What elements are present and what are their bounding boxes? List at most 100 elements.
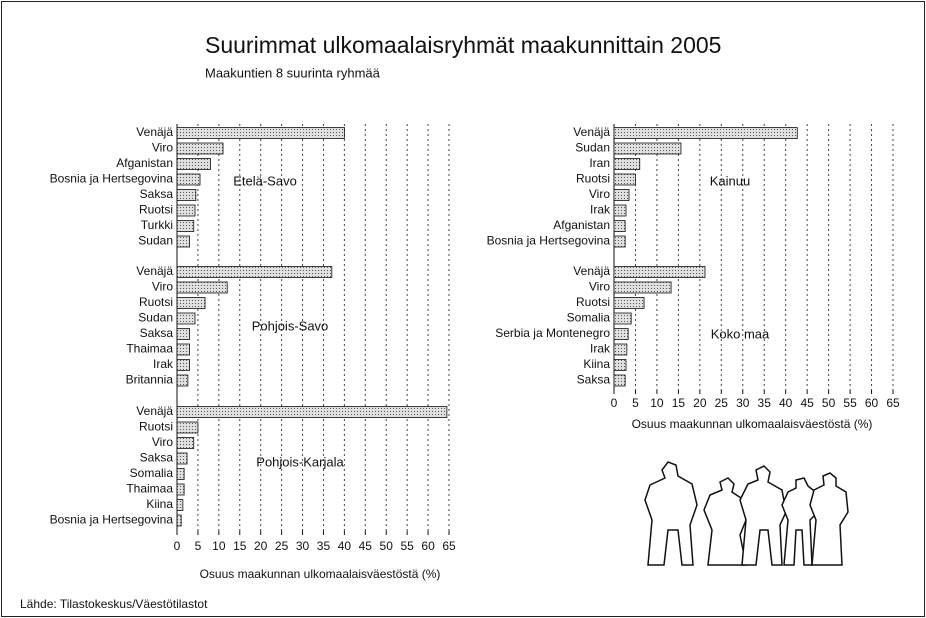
category-label: Viro: [589, 280, 610, 294]
x-tick-label: 25: [715, 396, 729, 410]
bar: [177, 159, 210, 170]
x-tick-label: 40: [779, 396, 793, 410]
category-label: Viro: [589, 187, 610, 201]
bar: [177, 174, 200, 185]
bar: [177, 190, 196, 201]
bar: [614, 174, 635, 185]
x-tick-label: 15: [233, 539, 247, 553]
x-axis-label: Osuus maakunnan ulkomaalaisväestöstä (%): [632, 417, 873, 431]
x-tick-label: 10: [212, 539, 226, 553]
bar: [614, 313, 631, 324]
category-label: Kiina: [146, 497, 173, 511]
bar: [177, 375, 188, 386]
bar: [614, 190, 629, 201]
category-label: Somalia: [130, 466, 174, 480]
category-label: Afganistan: [116, 156, 173, 170]
category-label: Bosnia ja Hertsegovina: [487, 234, 611, 248]
bar: [177, 282, 227, 293]
category-label: Thaimaa: [126, 342, 173, 356]
category-label: Irak: [590, 342, 611, 356]
bar: [177, 313, 195, 324]
category-label: Ruotsi: [139, 203, 173, 217]
x-tick-label: 65: [886, 396, 900, 410]
category-label: Bosnia ja Hertsegovina: [50, 513, 174, 527]
category-label: Sudan: [138, 234, 173, 248]
bar: [614, 282, 671, 293]
category-label: Thaimaa: [126, 482, 173, 496]
x-tick-label: 35: [317, 539, 331, 553]
category-label: Ruotsi: [576, 295, 610, 309]
x-tick-label: 20: [693, 396, 707, 410]
bar: [614, 267, 705, 278]
bar: [177, 515, 181, 526]
bar: [614, 375, 625, 386]
category-label: Irak: [590, 203, 611, 217]
x-tick-label: 55: [400, 539, 414, 553]
bar: [177, 484, 184, 495]
x-tick-label: 10: [650, 396, 664, 410]
bar: [177, 407, 447, 418]
category-label: Venäjä: [573, 125, 610, 139]
chart-subtitle: Maakuntien 8 suurinta ryhmää: [205, 65, 381, 80]
panel-label: Koko maa: [711, 326, 770, 341]
x-tick-label: 50: [380, 539, 394, 553]
people-illustration: [645, 462, 848, 565]
bar: [614, 298, 644, 309]
category-label: Viro: [152, 141, 173, 155]
x-tick-label: 25: [275, 539, 289, 553]
category-label: Ruotsi: [576, 172, 610, 186]
category-label: Saksa: [140, 326, 174, 340]
x-tick-label: 45: [359, 539, 373, 553]
category-label: Serbia ja Montenegro: [495, 326, 610, 340]
x-tick-label: 30: [296, 539, 310, 553]
category-label: Viro: [152, 435, 173, 449]
x-tick-label: 15: [672, 396, 686, 410]
bar: [614, 128, 797, 139]
bar: [614, 329, 628, 340]
bar: [177, 422, 198, 433]
x-tick-label: 40: [338, 539, 352, 553]
chart-title: Suurimmat ulkomaalaisryhmät maakunnittai…: [205, 32, 721, 58]
chart: Suurimmat ulkomaalaisryhmät maakunnittai…: [0, 0, 926, 618]
bar: [177, 360, 190, 371]
bar: [177, 128, 344, 139]
x-tick-label: 35: [758, 396, 772, 410]
x-tick-label: 50: [822, 396, 836, 410]
bar: [177, 298, 205, 309]
category-label: Venäjä: [573, 264, 610, 278]
bar: [177, 329, 190, 340]
category-label: Sudan: [575, 141, 610, 155]
category-label: Venäjä: [136, 264, 173, 278]
x-tick-label: 20: [254, 539, 268, 553]
bar: [177, 236, 190, 247]
bar: [614, 221, 625, 232]
panel-label: Etelä-Savo: [233, 173, 297, 188]
source: Lähde: Tilastokeskus/Väestötilastot: [20, 597, 208, 611]
x-tick-label: 60: [865, 396, 879, 410]
bar: [177, 453, 187, 464]
category-label: Irak: [153, 357, 174, 371]
category-label: Saksa: [577, 373, 611, 387]
x-tick-label: 5: [195, 539, 202, 553]
bar: [614, 159, 640, 170]
x-tick-label: 0: [174, 539, 181, 553]
category-label: Ruotsi: [139, 420, 173, 434]
bar: [177, 267, 332, 278]
category-label: Turkki: [141, 218, 173, 232]
bar: [177, 469, 184, 480]
x-tick-label: 45: [800, 396, 814, 410]
x-tick-label: 5: [632, 396, 639, 410]
category-label: Sudan: [138, 311, 173, 325]
bar: [614, 236, 625, 247]
bar: [614, 360, 626, 371]
x-tick-label: 60: [421, 539, 435, 553]
category-label: Venäjä: [136, 404, 173, 418]
bar: [614, 143, 681, 154]
bar: [614, 205, 626, 216]
category-label: Iran: [589, 156, 610, 170]
category-label: Saksa: [140, 451, 174, 465]
category-label: Saksa: [140, 187, 174, 201]
bar: [177, 143, 223, 154]
category-label: Somalia: [567, 311, 611, 325]
bar: [177, 221, 194, 232]
